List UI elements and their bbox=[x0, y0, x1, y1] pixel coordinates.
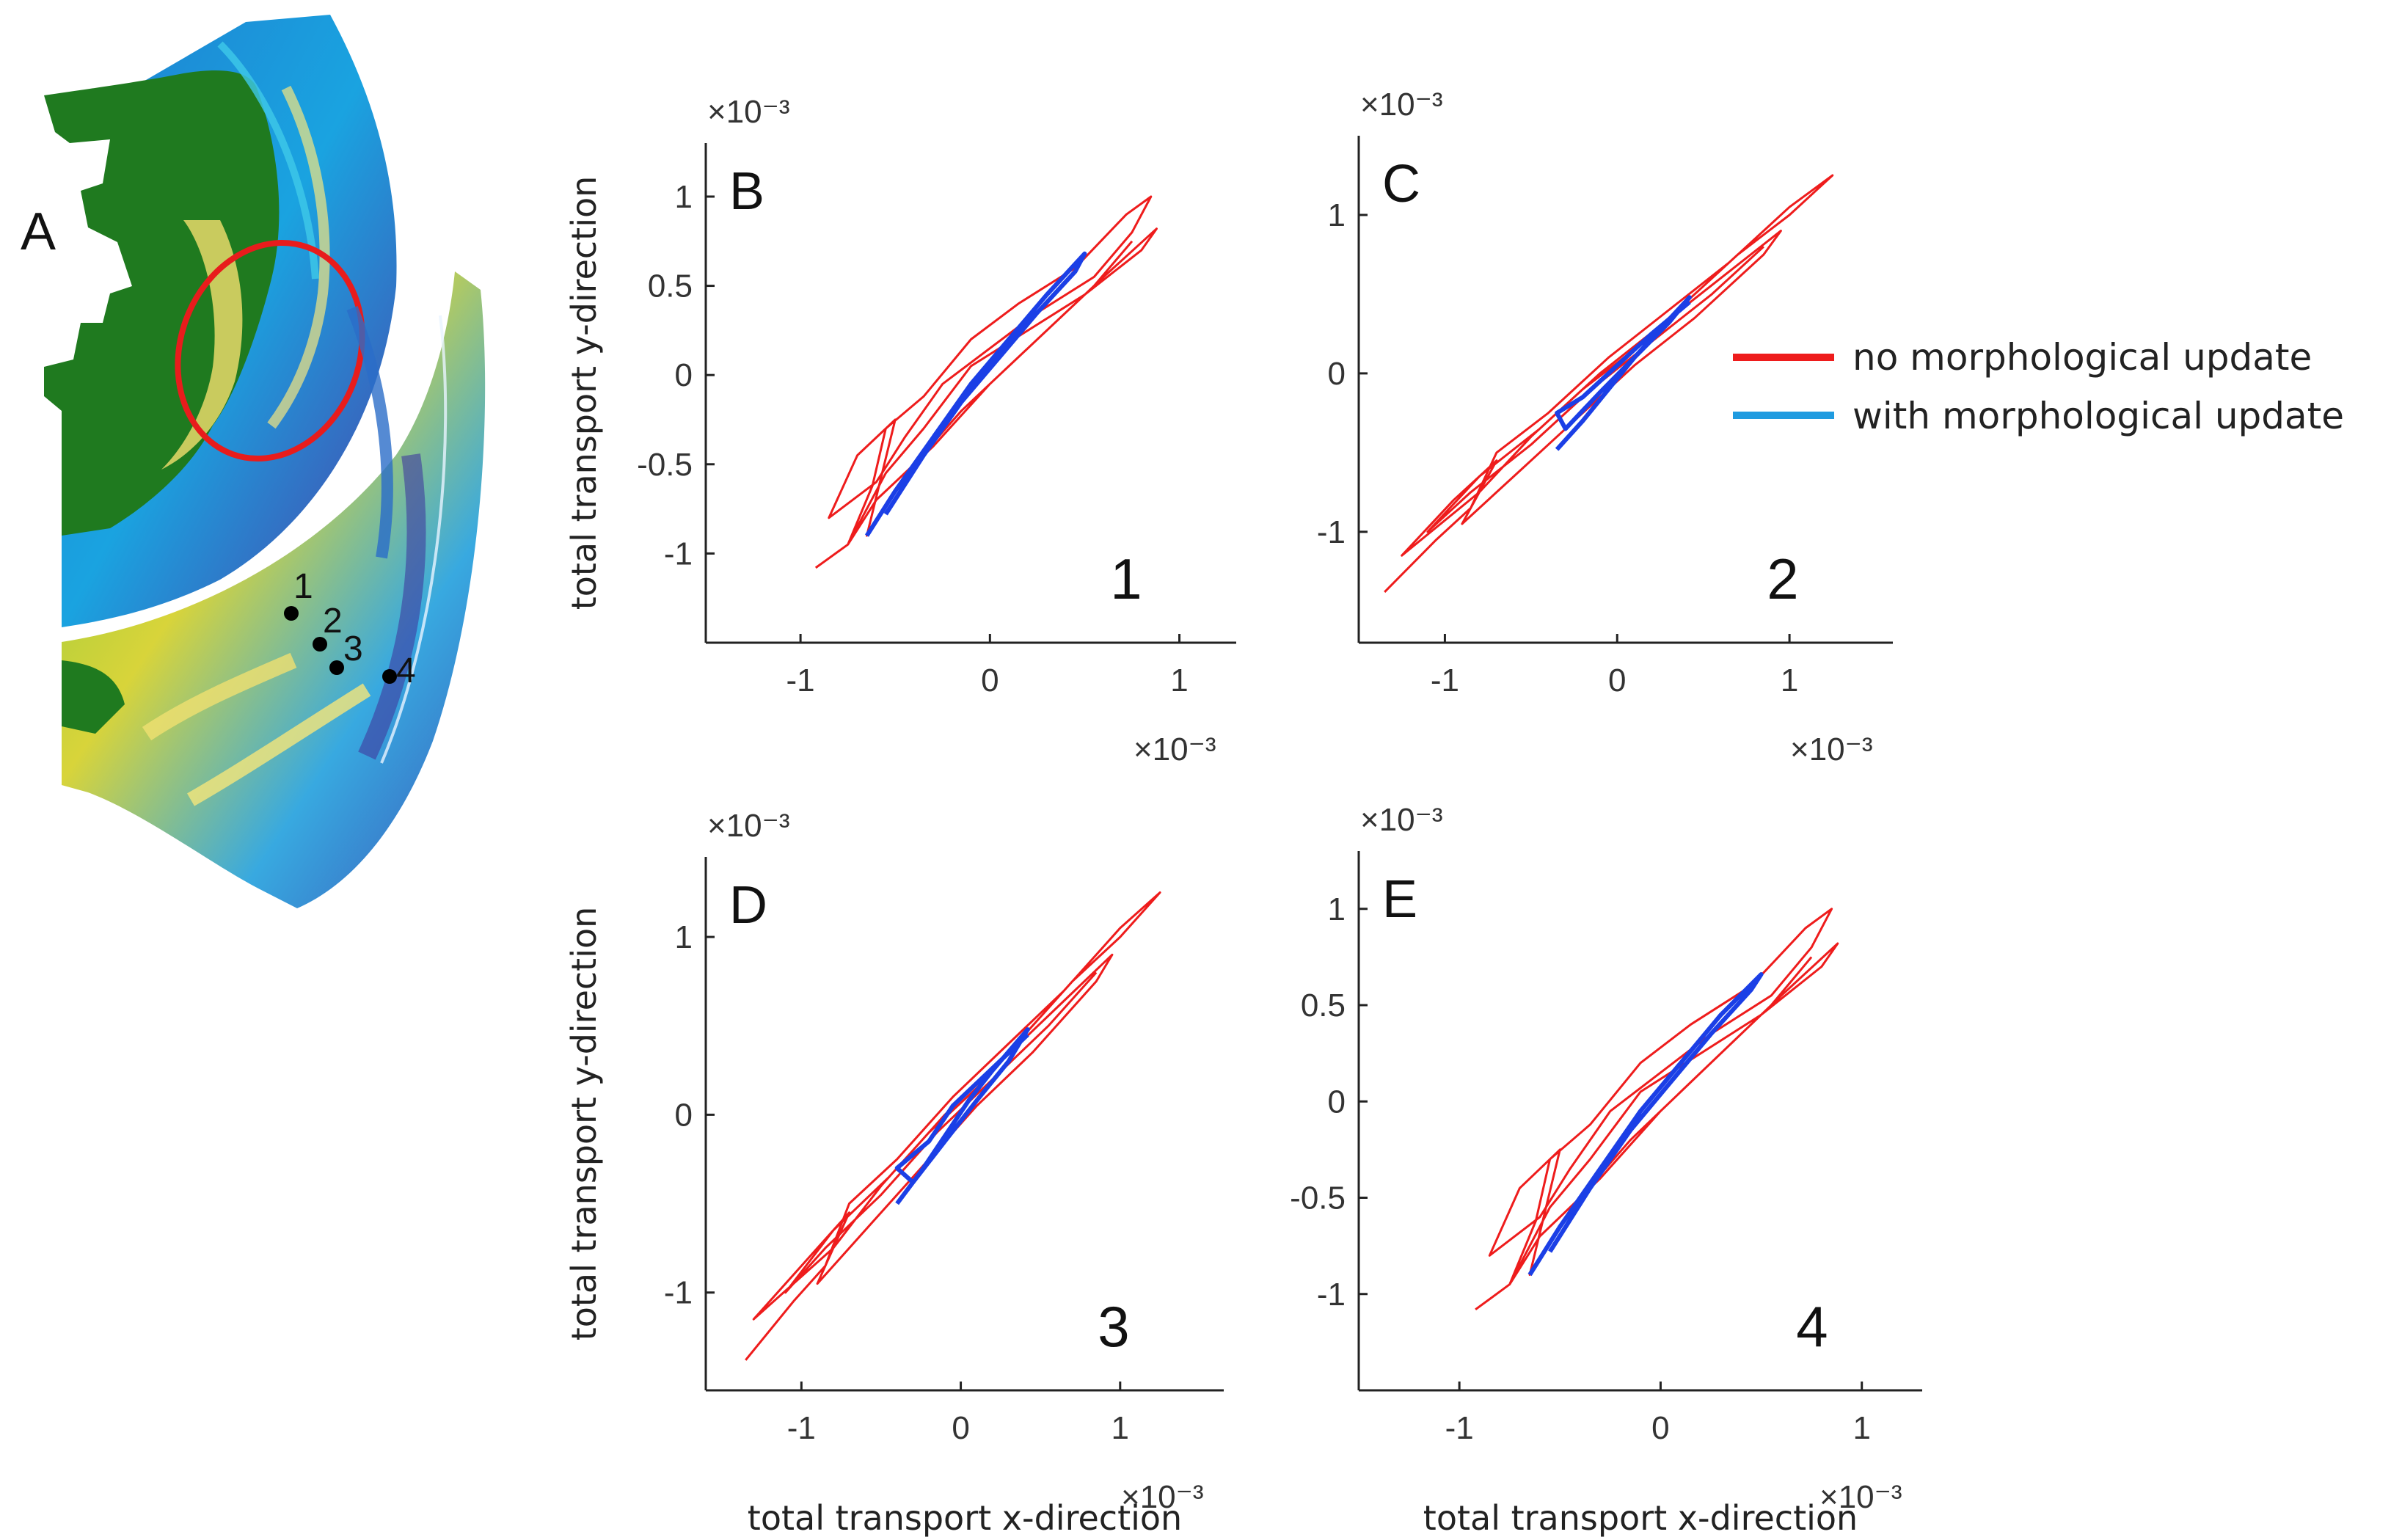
map-upper-sector bbox=[44, 15, 397, 627]
map-lower-bank-2 bbox=[187, 683, 371, 806]
map-lower-sector bbox=[62, 271, 486, 908]
y-tick-label-e: -1 bbox=[1317, 1277, 1346, 1313]
panel-letter-c: C bbox=[1382, 155, 1420, 214]
map-station-markers: 1 2 3 4 bbox=[284, 567, 416, 690]
y-exponent-label-b: ×10⁻³ bbox=[707, 94, 790, 130]
series-no-update-line-c bbox=[1384, 174, 1834, 593]
study-area-circle bbox=[175, 239, 365, 462]
y-tick-label-b: 0 bbox=[675, 357, 693, 393]
y-tick-label-c: 1 bbox=[1328, 197, 1346, 233]
x-tick-label-b: -1 bbox=[786, 663, 815, 698]
y-tick-label-d: 1 bbox=[675, 919, 693, 955]
y-tick-label-e: 0.5 bbox=[1301, 988, 1346, 1023]
chart-panel-d: -1 0 1 -1 0 1 ×10⁻³ ×10⁻³ total transport y-dire… bbox=[564, 808, 1224, 1538]
series-with-update-line-d bbox=[894, 1027, 1030, 1205]
panel-letter-e: E bbox=[1382, 870, 1417, 929]
station-label-3: 3 bbox=[343, 629, 363, 668]
y-tick-label-b: 0.5 bbox=[648, 269, 693, 304]
series-no-update-line-d bbox=[745, 891, 1161, 1361]
y-exponent-label-e: ×10⁻³ bbox=[1360, 802, 1443, 838]
y-tick-label-b: -0.5 bbox=[637, 447, 693, 483]
x-exponent-label-c: ×10⁻³ bbox=[1790, 731, 1873, 767]
series-no-update-line-b bbox=[814, 195, 1158, 569]
x-tick-label-d: -1 bbox=[787, 1410, 816, 1446]
station-label-1: 1 bbox=[293, 567, 313, 606]
y-tick-label-b: -1 bbox=[664, 536, 693, 572]
x-tick-label-e: 1 bbox=[1852, 1410, 1870, 1446]
x-tick-label-e: -1 bbox=[1445, 1410, 1474, 1446]
series-with-update-line-e bbox=[1527, 972, 1764, 1277]
series-with-update-line-c bbox=[1555, 295, 1692, 451]
map-lower-gully bbox=[346, 306, 393, 559]
station-label-2: 2 bbox=[323, 602, 343, 641]
x-axis-title-d: total transport x-direction bbox=[748, 1498, 1182, 1538]
station-marker-1 bbox=[284, 606, 299, 621]
chart-panel-b: -1 0 1 -1 -0.5 0 0.5 1 ×10⁻³ ×10⁻³ total transport… bbox=[564, 94, 1236, 767]
y-tick-label-d: 0 bbox=[675, 1097, 693, 1133]
x-tick-label-b: 0 bbox=[981, 663, 999, 698]
x-tick-label-d: 1 bbox=[1111, 1410, 1129, 1446]
y-tick-label-d: -1 bbox=[664, 1275, 693, 1311]
legend: no morphological update with morphologic… bbox=[1733, 336, 2344, 437]
y-tick-label-e: -0.5 bbox=[1290, 1180, 1346, 1216]
legend-label-no-update: no morphological update bbox=[1852, 336, 2312, 379]
station-number-e: 4 bbox=[1796, 1294, 1828, 1359]
y-tick-label-e: 1 bbox=[1328, 891, 1346, 927]
x-tick-label-c: 1 bbox=[1781, 663, 1798, 698]
legend-label-with-update: with morphological update bbox=[1852, 395, 2344, 437]
chart-panel-c: -1 0 1 -1 0 1 ×10⁻³ ×10⁻³ C 2 bbox=[1317, 87, 1893, 767]
station-marker-3 bbox=[329, 660, 344, 675]
x-exponent-label-d: ×10⁻³ bbox=[1121, 1479, 1204, 1515]
map-lower-outer-edge bbox=[380, 315, 448, 764]
x-tick-label-c: 0 bbox=[1608, 663, 1626, 698]
station-number-b: 1 bbox=[1110, 547, 1142, 611]
y-axis-title-b: total transport y-direction bbox=[564, 176, 604, 610]
map-upper-land bbox=[44, 70, 280, 536]
x-axis-title-e: total transport x-direction bbox=[1423, 1498, 1858, 1538]
station-marker-4 bbox=[382, 669, 397, 684]
panel-letter-d: D bbox=[729, 876, 767, 935]
series-no-update-line-e bbox=[1475, 908, 1839, 1311]
map-lower-shelf bbox=[358, 453, 426, 760]
panel-a-label: A bbox=[21, 202, 56, 261]
x-tick-label-c: -1 bbox=[1431, 663, 1459, 698]
map-upper-shoal bbox=[267, 85, 330, 429]
map-panel-a: A 1 2 3 4 bbox=[21, 15, 486, 908]
y-tick-label-c: -1 bbox=[1317, 514, 1346, 550]
map-lower-land bbox=[62, 660, 125, 734]
map-upper-channel bbox=[217, 41, 319, 280]
y-tick-label-e: 0 bbox=[1328, 1084, 1346, 1120]
station-label-4: 4 bbox=[396, 652, 416, 690]
x-tick-label-b: 1 bbox=[1170, 663, 1188, 698]
station-number-c: 2 bbox=[1767, 547, 1798, 611]
y-exponent-label-d: ×10⁻³ bbox=[707, 808, 790, 844]
y-tick-label-b: 1 bbox=[675, 179, 693, 215]
map-upper-flats bbox=[161, 220, 243, 470]
y-tick-label-c: 0 bbox=[1328, 356, 1346, 392]
x-tick-label-e: 0 bbox=[1651, 1410, 1669, 1446]
y-exponent-label-c: ×10⁻³ bbox=[1360, 87, 1443, 123]
y-axis-title-d: total transport y-direction bbox=[564, 907, 604, 1341]
x-tick-label-d: 0 bbox=[952, 1410, 969, 1446]
x-exponent-label-b: ×10⁻³ bbox=[1134, 731, 1216, 767]
map-lower-bank-1 bbox=[142, 652, 297, 741]
panel-letter-b: B bbox=[729, 162, 764, 221]
station-number-d: 3 bbox=[1098, 1294, 1129, 1359]
series-with-update-line-b bbox=[864, 251, 1087, 537]
station-marker-2 bbox=[313, 637, 327, 652]
x-exponent-label-e: ×10⁻³ bbox=[1819, 1479, 1902, 1515]
